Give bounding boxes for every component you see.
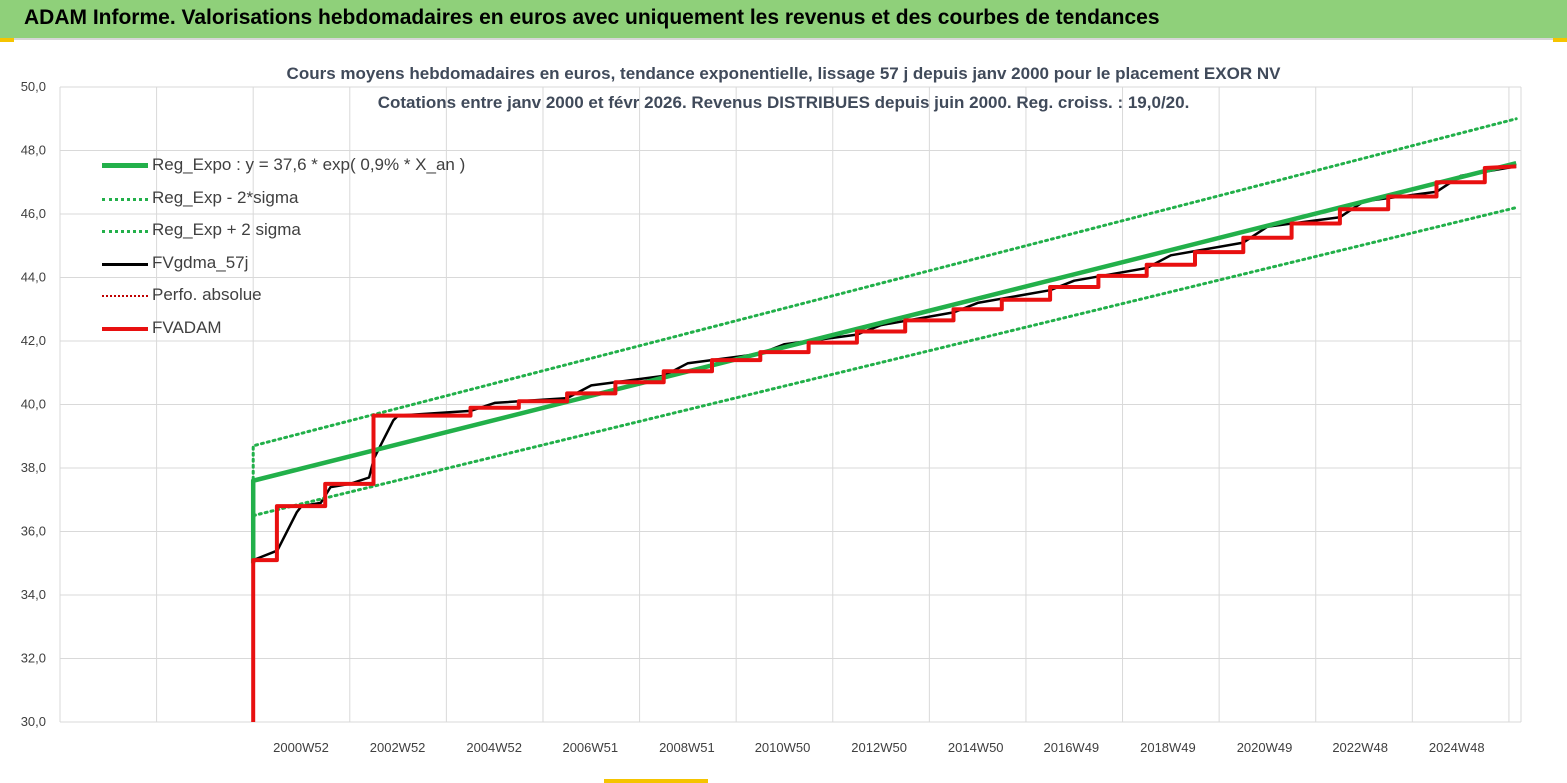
series-line-reg-expo [250,161,1517,564]
y-tick-label: 44,0 [21,270,46,285]
legend-swatch-reg-exp-minus [102,197,148,201]
y-tick-label: 40,0 [21,397,46,412]
chart-subtitle: Cotations entre janv 2000 et févr 2026. … [377,93,1190,112]
x-tick-label: 2000W52 [273,740,329,755]
legend-swatch-perfo-absolue [102,295,148,298]
y-tick-label: 46,0 [21,206,46,221]
report-title: ADAM Informe. Valorisations hebdomadaire… [24,6,1160,29]
x-tick-label: 2002W52 [370,740,426,755]
legend-label-reg-expo: Reg_Expo : y = 37,6 * exp( 0,9% * X_an ) [152,155,466,174]
report-header: ADAM Informe. Valorisations hebdomadaire… [0,0,1567,40]
chart-title: Cours moyens hebdomadaires en euros, ten… [286,64,1281,83]
series-line-fvadam [251,164,1517,722]
x-tick-label: 2022W48 [1332,740,1388,755]
y-tick-label: 32,0 [21,651,46,666]
weekly-valuation-chart: 50,0 48,0 46,0 44,0 42,0 40,0 38,0 36,0 34,0 32,0… [21,79,1522,755]
legend-swatch-fvadam [102,326,148,331]
x-tick-label: 2020W49 [1237,740,1293,755]
corner-mark-right [1553,38,1567,42]
legend-swatch-fvgdma [102,262,148,266]
x-tick-label: 2004W52 [466,740,522,755]
series-line-fvgdma-57j [251,165,1517,722]
y-tick-label: 50,0 [21,79,46,94]
x-tick-label: 2012W50 [851,740,907,755]
legend-label-perfo-absolue: Perfo. absolue [152,285,262,305]
legend-swatch-reg-expo [102,163,148,168]
legend-label-fvgdma: FVgdma_57j [152,252,249,272]
x-tick-label: 2016W49 [1044,740,1100,755]
x-tick-label: 2010W50 [755,740,811,755]
x-tick-label: 2024W48 [1429,740,1485,755]
legend-swatch-reg-exp-plus [102,230,148,234]
legend-label-reg-exp-minus: Reg_Exp - 2*sigma [152,187,299,207]
y-tick-label: 34,0 [21,587,46,602]
x-tick-label: 2006W51 [562,740,618,755]
x-tick-label: 2008W51 [659,740,715,755]
x-tick-label: 2018W49 [1140,740,1196,755]
x-tick-label: 2014W50 [948,740,1004,755]
y-tick-label: 38,0 [21,460,46,475]
corner-mark-left [0,38,14,42]
legend-label-fvadam: FVADAM [152,317,222,337]
y-tick-label: 48,0 [21,143,46,158]
y-tick-label: 36,0 [21,524,46,539]
y-tick-label: 30,0 [21,714,46,729]
corner-mark-bottom [604,779,708,783]
legend-label-reg-exp-plus: Reg_Exp + 2 sigma [152,220,301,240]
series-line-reg-exp [251,206,1518,565]
y-tick-label: 42,0 [21,333,46,348]
